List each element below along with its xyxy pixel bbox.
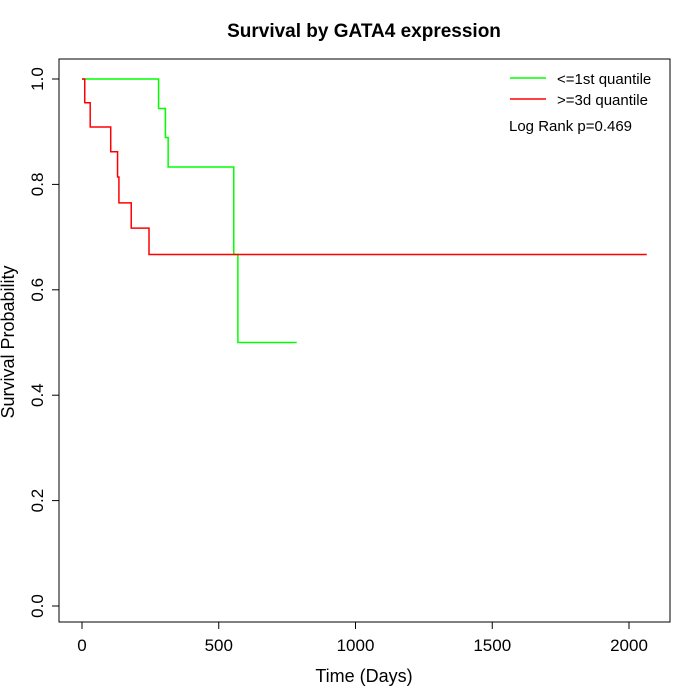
legend-label-high: >=3d quantile bbox=[557, 92, 648, 109]
x-axis: 0 500 1000 1500 2000 bbox=[77, 621, 648, 655]
y-tick-label: 0.2 bbox=[28, 489, 47, 513]
y-tick-label: 1.0 bbox=[28, 67, 47, 91]
y-tick-label: 0.4 bbox=[28, 383, 47, 407]
log-rank-annotation: Log Rank p=0.469 bbox=[509, 118, 632, 135]
y-tick-label: 0.8 bbox=[28, 173, 47, 197]
y-tick-label: 0.0 bbox=[28, 594, 47, 618]
x-tick-label: 500 bbox=[205, 636, 233, 655]
x-tick-label: 1500 bbox=[473, 636, 511, 655]
x-tick-label: 2000 bbox=[610, 636, 648, 655]
y-axis-label: Survival Probability bbox=[0, 265, 18, 418]
x-axis-label: Time (Days) bbox=[315, 666, 412, 686]
legend: <=1st quantile >=3d quantile bbox=[510, 71, 651, 109]
legend-label-low: <=1st quantile bbox=[557, 71, 651, 88]
x-tick-label: 0 bbox=[77, 636, 86, 655]
plot-frame bbox=[58, 58, 671, 623]
y-tick-label: 0.6 bbox=[28, 278, 47, 302]
series-line-high bbox=[82, 78, 647, 256]
x-tick-label: 1000 bbox=[337, 636, 375, 655]
series-layer bbox=[82, 78, 647, 344]
y-axis: 0.0 0.2 0.4 0.6 0.8 1.0 bbox=[28, 67, 60, 618]
series-line-low bbox=[82, 78, 297, 344]
chart-title: Survival by GATA4 expression bbox=[227, 21, 501, 42]
